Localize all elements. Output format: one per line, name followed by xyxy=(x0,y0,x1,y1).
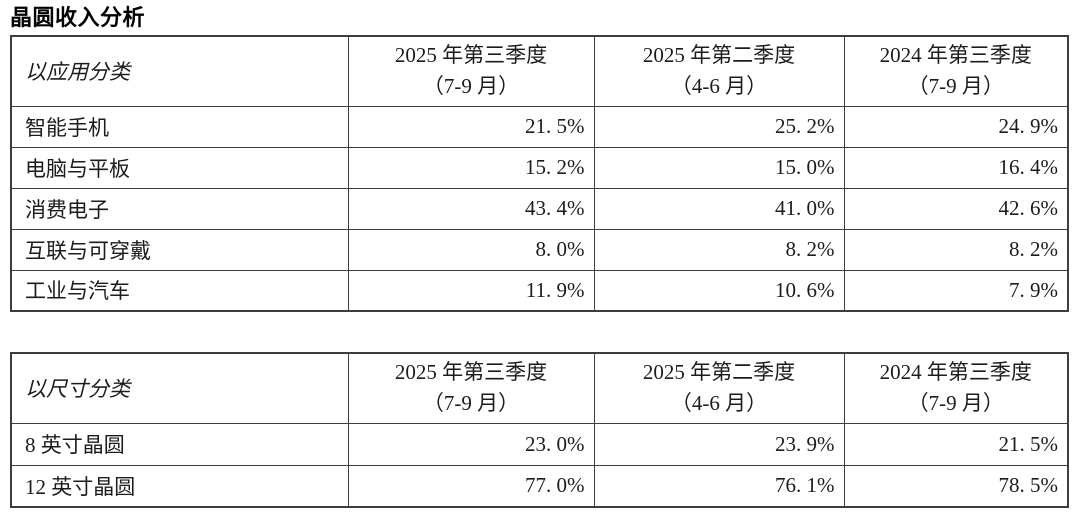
category-column-header: 以应用分类 xyxy=(10,35,349,107)
row-value: 8. 2% xyxy=(593,228,845,271)
period-months: （4-6 月） xyxy=(670,74,768,99)
period-months: （7-9 月） xyxy=(907,391,1004,416)
row-value: 41. 0% xyxy=(593,187,845,230)
row-value: 21. 5% xyxy=(843,422,1069,466)
row-label: 智能手机 xyxy=(10,105,349,148)
row-value: 76. 1% xyxy=(593,464,845,508)
period-title: 2025 年第三季度 xyxy=(394,360,548,385)
revenue-by-application-table: 以应用分类 2025 年第三季度 （7-9 月） 2025 年第二季度 （4-6… xyxy=(10,35,1069,312)
row-value: 7. 9% xyxy=(843,269,1069,312)
category-column-header: 以尺寸分类 xyxy=(10,352,349,424)
row-value: 25. 2% xyxy=(593,105,845,148)
row-value: 10. 6% xyxy=(593,269,845,312)
row-value: 23. 0% xyxy=(347,422,595,466)
row-value: 15. 0% xyxy=(593,146,845,189)
table-row-8-inch-wafer: 8 英寸晶圆 23. 0% 23. 9% 21. 5% xyxy=(10,422,1069,466)
table-row-smartphones: 智能手机 21. 5% 25. 2% 24. 9% xyxy=(10,105,1069,148)
period-header-2025-q3: 2025 年第三季度 （7-9 月） xyxy=(347,35,595,107)
row-value: 8. 2% xyxy=(843,228,1069,271)
row-value: 77. 0% xyxy=(347,464,595,508)
row-value: 21. 5% xyxy=(347,105,595,148)
page-title: 晶圆收入分析 xyxy=(10,5,146,30)
header-row: 以应用分类 2025 年第三季度 （7-9 月） 2025 年第二季度 （4-6… xyxy=(10,35,1069,107)
revenue-by-size-table: 以尺寸分类 2025 年第三季度 （7-9 月） 2025 年第二季度 （4-6… xyxy=(10,352,1069,508)
header-row: 以尺寸分类 2025 年第三季度 （7-9 月） 2025 年第二季度 （4-6… xyxy=(10,352,1069,424)
period-months: （7-9 月） xyxy=(907,74,1004,99)
period-header-2024-q3: 2024 年第三季度 （7-9 月） xyxy=(843,352,1069,424)
row-label: 互联与可穿戴 xyxy=(10,228,349,271)
table-row-industrial-automotive: 工业与汽车 11. 9% 10. 6% 7. 9% xyxy=(10,269,1069,312)
table-row-connectivity-wearables: 互联与可穿戴 8. 0% 8. 2% 8. 2% xyxy=(10,228,1069,271)
period-months: （7-9 月） xyxy=(422,391,520,416)
row-label: 消费电子 xyxy=(10,187,349,230)
period-title: 2025 年第二季度 xyxy=(642,43,796,68)
period-header-2025-q3: 2025 年第三季度 （7-9 月） xyxy=(347,352,595,424)
row-value: 16. 4% xyxy=(843,146,1069,189)
period-title: 2025 年第三季度 xyxy=(394,43,548,68)
period-header-2025-q2: 2025 年第二季度 （4-6 月） xyxy=(593,35,845,107)
row-value: 42. 6% xyxy=(843,187,1069,230)
row-label: 12 英寸晶圆 xyxy=(10,464,349,508)
period-title: 2025 年第二季度 xyxy=(642,360,796,385)
row-label: 8 英寸晶圆 xyxy=(10,422,349,466)
table-row-computers-tablets: 电脑与平板 15. 2% 15. 0% 16. 4% xyxy=(10,146,1069,189)
table-row-12-inch-wafer: 12 英寸晶圆 77. 0% 76. 1% 78. 5% xyxy=(10,464,1069,508)
row-label: 电脑与平板 xyxy=(10,146,349,189)
period-header-2025-q2: 2025 年第二季度 （4-6 月） xyxy=(593,352,845,424)
period-header-2024-q3: 2024 年第三季度 （7-9 月） xyxy=(843,35,1069,107)
period-title: 2024 年第三季度 xyxy=(879,43,1032,68)
row-value: 8. 0% xyxy=(347,228,595,271)
table-row-consumer-electronics: 消费电子 43. 4% 41. 0% 42. 6% xyxy=(10,187,1069,230)
period-title: 2024 年第三季度 xyxy=(879,360,1032,385)
row-value: 43. 4% xyxy=(347,187,595,230)
row-value: 78. 5% xyxy=(843,464,1069,508)
row-value: 15. 2% xyxy=(347,146,595,189)
row-value: 11. 9% xyxy=(347,269,595,312)
row-value: 23. 9% xyxy=(593,422,845,466)
row-value: 24. 9% xyxy=(843,105,1069,148)
period-months: （7-9 月） xyxy=(422,74,520,99)
row-label: 工业与汽车 xyxy=(10,269,349,312)
period-months: （4-6 月） xyxy=(670,391,768,416)
